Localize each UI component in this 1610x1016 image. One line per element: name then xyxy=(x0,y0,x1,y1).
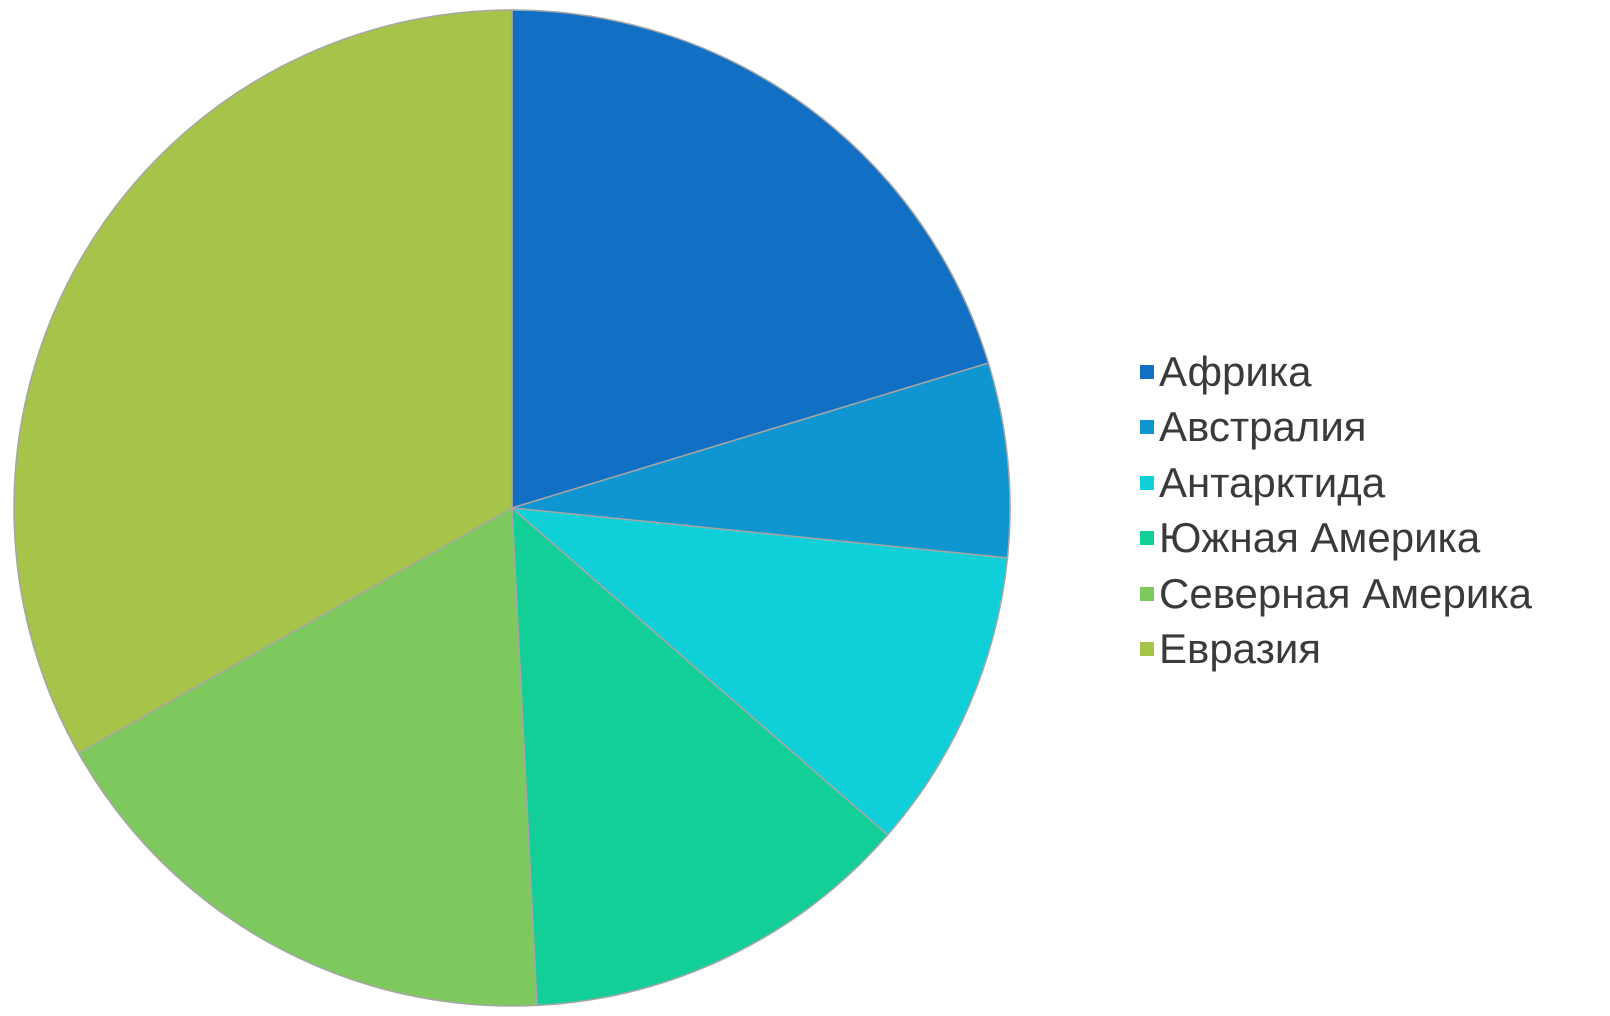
legend-item: Северная Америка xyxy=(1140,566,1532,622)
pie-slices xyxy=(13,9,1011,1007)
legend-label: Северная Америка xyxy=(1159,569,1532,617)
legend-item: Антарктида xyxy=(1140,455,1532,511)
pie-slice-3 xyxy=(509,507,1009,837)
legend-swatch xyxy=(1140,531,1154,546)
pie-slice-2 xyxy=(511,362,1011,559)
legend-swatch xyxy=(1140,642,1154,657)
legend-swatch xyxy=(1140,364,1154,379)
pie-slice-4 xyxy=(511,506,889,1007)
legend-item: Южная Америка xyxy=(1140,511,1532,567)
pie-slice-1 xyxy=(511,9,990,510)
legend-item: Евразия xyxy=(1140,622,1532,678)
legend-item: Африка xyxy=(1140,344,1532,400)
legend-label: Австралия xyxy=(1159,403,1367,451)
legend-swatch xyxy=(1140,420,1154,435)
legend-label: Южная Америка xyxy=(1159,514,1481,562)
legend-item: Австралия xyxy=(1140,400,1532,456)
legend-label: Африка xyxy=(1159,347,1312,395)
pie-slice-5 xyxy=(77,506,538,1007)
legend-label: Антарктида xyxy=(1159,458,1386,506)
legend: Африка Австралия Антарктида Южная Америка Се… xyxy=(1140,344,1532,677)
legend-swatch xyxy=(1140,586,1154,601)
pie-slice-6 xyxy=(13,9,513,755)
legend-swatch xyxy=(1140,475,1154,490)
legend-label: Евразия xyxy=(1159,625,1322,673)
